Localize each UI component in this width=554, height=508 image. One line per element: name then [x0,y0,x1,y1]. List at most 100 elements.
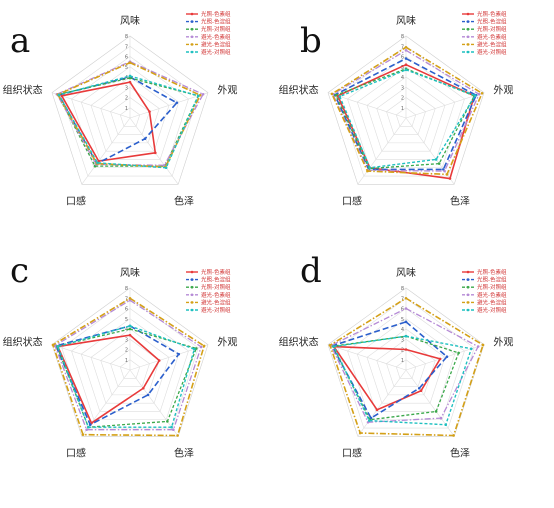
tick-label: 7 [125,296,128,302]
legend-marker [190,308,194,312]
legend-marker [466,35,470,39]
grid-ring [386,349,426,387]
data-point [157,359,161,362]
legend-entry: 避光-对照组 [477,48,507,56]
grid-ring [119,107,141,127]
data-point [177,352,181,356]
data-point [57,93,61,97]
legend-marker [190,27,194,31]
series-line [57,334,161,424]
tick-label: 5 [125,65,128,71]
data-point [404,348,408,351]
axis-label: 口感 [342,194,362,207]
legend-entry: 光照-对照组 [201,25,231,33]
data-point [56,345,60,348]
data-point [404,49,408,52]
grid-ring [356,66,456,160]
legend-entry: 避光-对照组 [477,306,507,314]
grid-ring [80,318,180,412]
series-line [332,49,480,172]
data-point [51,343,55,347]
data-point [128,74,132,78]
legend-entry: 避光-对照组 [201,306,231,314]
grid-spoke [327,92,407,119]
tick-label: 2 [125,348,128,354]
data-point [473,94,477,97]
tick-label: 5 [401,317,404,323]
axis-label: 口感 [66,194,86,207]
data-point [196,94,200,98]
legend-entry: 避光-色淀组 [201,40,231,48]
tick-label: 6 [401,55,404,61]
grid-ring [366,76,446,152]
series-line [332,335,460,421]
series-line [333,335,473,426]
legend-entry: 避光-色素组 [201,291,231,299]
legend-marker [466,301,470,304]
axis-label: 风味 [396,267,416,279]
panel-letter: d [300,251,322,291]
tick-label: 4 [401,327,404,333]
data-point [81,433,85,436]
data-point [87,425,90,429]
tick-label: 8 [401,34,404,40]
legend-entry: 避光-色淀组 [477,298,507,306]
data-point [367,419,371,422]
tick-label: 6 [125,55,128,61]
data-point [445,355,449,358]
grid-spoke [81,117,131,185]
grid-ring [119,359,141,379]
tick-label: 4 [125,75,128,81]
grid-spoke [327,344,407,371]
data-point [434,158,438,161]
legend-marker [190,301,194,304]
tick-label: 3 [401,337,404,343]
tick-label: 6 [125,307,128,313]
grid-spoke [51,92,131,119]
data-point [202,344,206,348]
data-point [338,95,342,98]
data-point [366,169,369,173]
axis-label: 外观 [217,337,237,349]
tick-label: 8 [401,286,404,292]
legend-entry: 光照-色素组 [477,10,507,18]
tick-label: 2 [125,96,128,102]
legend-marker [190,35,194,39]
legend-marker [466,20,470,23]
grid-ring [327,35,485,185]
series-line [57,77,199,167]
legend-entry: 光照-对照组 [477,283,507,291]
legend-marker [466,293,470,297]
series-line [60,81,157,162]
data-point [96,161,99,165]
data-point [193,347,196,351]
data-point [358,431,362,435]
tick-label: 7 [401,296,404,302]
series-line [56,60,204,166]
series-line [57,325,196,428]
tick-label: 8 [125,286,128,292]
axis-label: 外观 [493,337,513,349]
legend-marker [190,50,194,54]
tick-label: 3 [401,85,404,91]
grid-ring [51,35,209,185]
data-point [438,357,442,361]
grid-ring [327,287,485,437]
axis-label: 组织状态 [3,336,43,349]
data-point [417,386,421,390]
data-point [368,166,372,170]
legend-marker [190,20,194,23]
data-point [199,345,203,349]
legend-entry: 光照-色淀组 [201,18,231,26]
legend-entry: 光照-色淀组 [477,276,507,284]
series-line [55,325,180,426]
series-line [331,321,448,419]
legend-marker [466,27,470,31]
grid-ring [110,349,150,387]
grid-ring [395,359,417,379]
grid-ring [90,328,170,404]
legend-marker [466,278,470,281]
data-point [434,410,438,413]
